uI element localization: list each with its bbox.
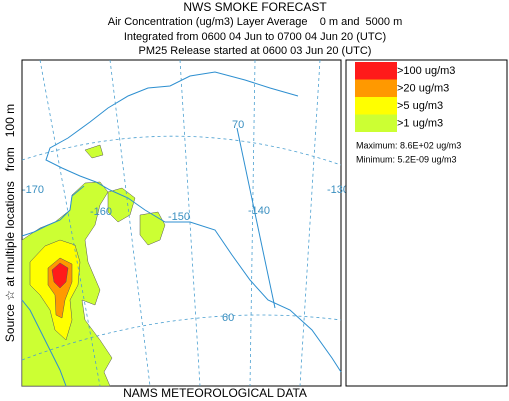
legend-label: >1 ug/m3	[397, 117, 443, 129]
footer: NAMS METEOROLOGICAL DATA	[123, 386, 307, 400]
map-label: 70	[232, 119, 244, 131]
legend-swatch	[355, 114, 397, 132]
coastline	[21, 185, 85, 387]
legend: Maximum: 8.6E+02 ug/m3 Minimum: 5.2E-09 …	[345, 59, 508, 387]
legend-swatch	[355, 62, 397, 80]
title: NWS SMOKE FORECAST	[183, 0, 327, 14]
map-label: 60	[222, 312, 234, 324]
plume	[139, 211, 166, 246]
plume	[84, 144, 104, 159]
legend-label: >100 ug/m3	[397, 65, 455, 77]
minimum: Minimum: 5.2E-09 ug/m3	[356, 154, 457, 164]
legend-swatch	[355, 97, 397, 115]
graticule	[21, 314, 342, 361]
border	[236, 127, 276, 309]
legend-swatch	[355, 79, 397, 97]
source-label: Source ☆ at multiple locations from 100 …	[3, 104, 17, 342]
legend-label: >5 ug/m3	[397, 100, 443, 112]
subtitle: Integrated from 0600 04 Jun to 0700 04 J…	[124, 31, 386, 43]
map-label: -140	[248, 205, 270, 217]
coastline	[45, 71, 342, 373]
map-label: -160	[90, 206, 112, 218]
subtitle: Air Concentration (ug/m3) Layer Average …	[108, 16, 403, 28]
map-label: -150	[168, 211, 190, 223]
map-label: -170	[22, 184, 44, 196]
graticule	[21, 135, 342, 166]
subtitle: PM25 Release started at 0600 03 Jun 20 (…	[139, 45, 372, 57]
map-label: -130	[327, 184, 349, 196]
plume	[51, 262, 69, 289]
legend-label: >20 ug/m3	[397, 82, 449, 94]
maximum: Maximum: 8.6E+02 ug/m3	[356, 140, 461, 150]
map: -170 -160 -150 -140 -130 70 60	[21, 59, 349, 387]
plume	[107, 187, 136, 223]
graticule	[39, 59, 321, 387]
